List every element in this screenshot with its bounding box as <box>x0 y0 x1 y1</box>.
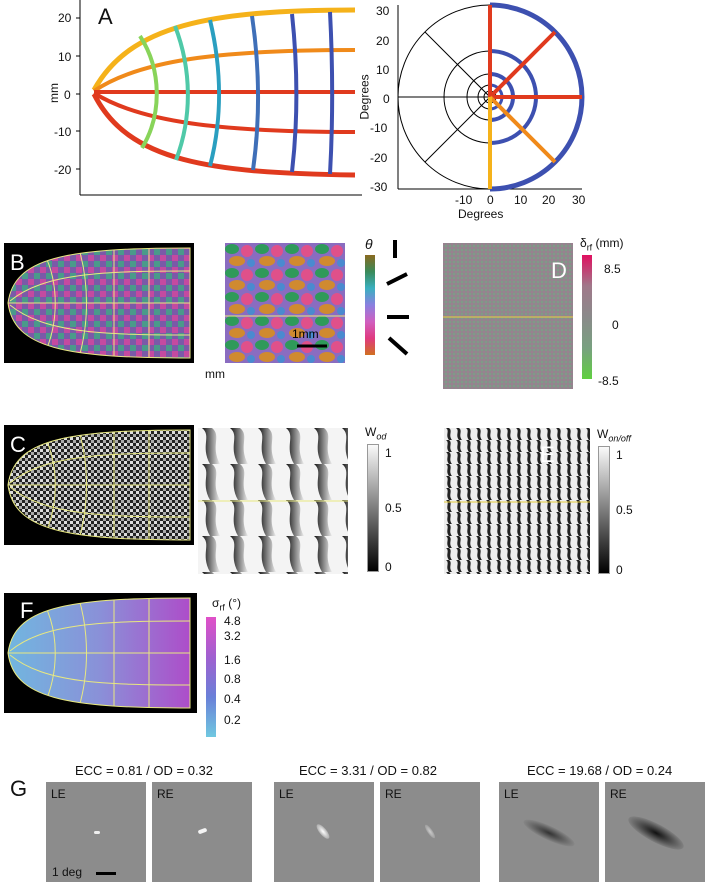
panel-a-cortex-plot <box>76 0 362 196</box>
polar-xtick: 30 <box>572 193 586 207</box>
panel-g-letter: G <box>10 776 28 801</box>
panel-c-cortex-od-map <box>4 425 194 545</box>
polar-ylabel: Degrees <box>357 74 372 120</box>
iso-ecc-1 <box>138 34 159 150</box>
polar-xtick: 0 <box>487 193 494 207</box>
iso-angle-lower-mid <box>92 91 356 134</box>
panel-g-scalebar-label: 1 deg <box>52 865 83 879</box>
panel-c-cb-tick: 1 <box>385 446 392 460</box>
polar-ytick: -20 <box>370 151 388 165</box>
panel-d-letter: D <box>551 258 567 283</box>
iso-ecc-2 <box>173 25 190 161</box>
panel-a-ytick: 0 <box>64 88 71 102</box>
rf-tile-re-3: RE <box>605 782 705 882</box>
polar-ytick: 20 <box>376 34 390 48</box>
panel-f-rf-size-map <box>4 593 197 713</box>
iso-angle-upper-mid <box>92 48 356 93</box>
panel-b-xlabel: mm <box>205 367 225 381</box>
panel-d-colorbar <box>582 255 592 379</box>
polar-ytick: -10 <box>370 121 388 135</box>
polar-ytick: 30 <box>376 4 390 18</box>
panel-f-cb-tick: 1.6 <box>224 653 241 667</box>
panel-a-ytick: 10 <box>58 50 72 64</box>
panel-e-cb-tick: 0.5 <box>616 503 633 517</box>
panel-c-cb-tick: 0 <box>385 560 392 574</box>
rf-tile-le-3: LE <box>499 782 599 882</box>
panel-d-colorbar-label: δrf (mm) <box>580 236 624 253</box>
panel-b-cortex-orientation-map <box>4 243 194 363</box>
panel-f-colorbar-label: σrf (°) <box>212 596 242 613</box>
panel-d-rf-shift-map <box>443 243 573 389</box>
panel-b-letter: B <box>10 250 25 275</box>
panel-b-zoom-orientation-map <box>225 243 345 363</box>
panel-e-letter: E <box>540 442 555 467</box>
panel-c-cb-tick: 0.5 <box>385 501 402 515</box>
iso-ecc-4 <box>250 15 261 171</box>
polar-xlabel: Degrees <box>458 207 504 221</box>
panel-e-cb-tick: 1 <box>616 448 623 462</box>
panel-b-orientation-legend <box>386 240 409 356</box>
panel-c-zoom-od-map <box>198 428 348 574</box>
iso-ecc-3 <box>208 19 221 167</box>
panel-e-colorbar <box>598 446 610 574</box>
rf-tile-le-1: LE <box>46 782 146 882</box>
panel-d-cb-tick: 0 <box>612 318 619 332</box>
polar-ytick: 10 <box>376 63 390 77</box>
panel-d-cb-tick: -8.5 <box>598 374 619 388</box>
panel-g-scalebar <box>96 872 116 875</box>
rf-tile-re-1: RE <box>152 782 252 882</box>
panel-f-cb-tick: 0.2 <box>224 713 241 727</box>
panel-a-letter: A <box>98 4 113 29</box>
panel-c-colorbar-label: Wod <box>365 425 387 442</box>
panel-a-ytick: -20 <box>54 163 72 177</box>
panel-a-ytick: 20 <box>58 11 72 25</box>
polar-ytick: 0 <box>383 92 390 106</box>
iso-angle-lower <box>91 92 356 178</box>
rf-tile-re-2: RE <box>380 782 480 882</box>
polar-xtick: 20 <box>542 193 556 207</box>
polar-ytick: -30 <box>370 180 388 194</box>
panel-e-on-off-map <box>444 428 590 574</box>
panel-d-cb-tick: 8.5 <box>604 262 621 276</box>
panel-b-scalebar-label: 1mm <box>292 327 319 341</box>
panel-f-letter: F <box>20 598 34 623</box>
panel-g-title-1: ECC = 0.81 / OD = 0.32 <box>75 763 214 778</box>
panel-g-title-3: ECC = 19.68 / OD = 0.24 <box>527 763 673 778</box>
panel-c-colorbar <box>367 444 379 572</box>
iso-angle-upper <box>91 7 356 92</box>
polar-plot <box>397 2 585 192</box>
panel-c-letter: C <box>10 432 26 457</box>
panel-a-ytick: -10 <box>54 125 72 139</box>
panel-e-colorbar-label: Won/off <box>597 427 631 444</box>
panel-b-colorbar <box>365 255 375 355</box>
panel-f-cb-tick: 4.8 <box>224 614 241 628</box>
iso-ecc-6 <box>328 11 335 175</box>
iso-ecc-5 <box>290 13 299 173</box>
polar-xtick: -10 <box>455 193 473 207</box>
panel-f-cb-tick: 0.8 <box>224 672 241 686</box>
panel-f-cb-tick: 3.2 <box>224 629 241 643</box>
polar-xtick: 10 <box>514 193 528 207</box>
panel-b-colorbar-label: θ <box>365 236 373 252</box>
panel-f-cb-tick: 0.4 <box>224 692 241 706</box>
panel-g-title-2: ECC = 3.31 / OD = 0.82 <box>299 763 438 778</box>
panel-e-cb-tick: 0 <box>616 563 623 577</box>
panel-f-colorbar <box>206 617 216 737</box>
rf-tile-le-2: LE <box>274 782 374 882</box>
